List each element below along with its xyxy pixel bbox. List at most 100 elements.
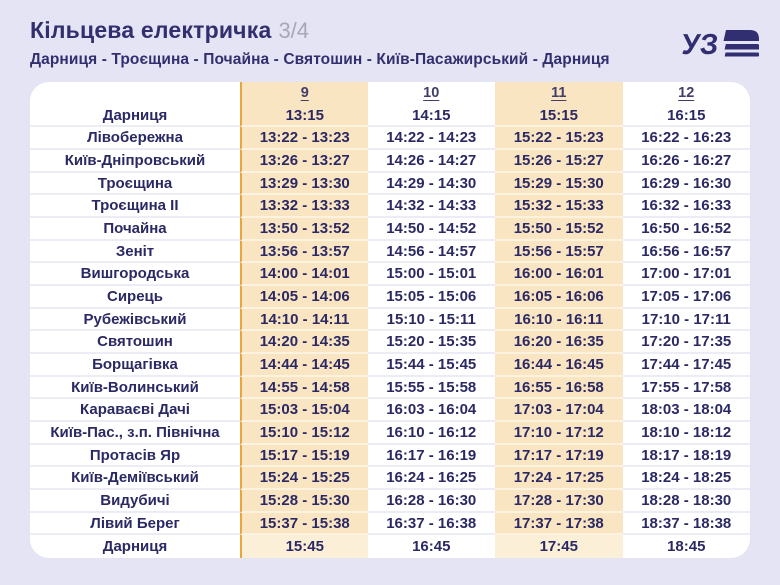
time-cell: 15:29 - 15:30 [495,172,623,196]
time-cell: 16:37 - 16:38 [367,513,495,536]
station-name-cell: Троєщина [30,173,240,196]
trip-number-link[interactable]: 12 [678,85,695,102]
table-row: Троєщина 13:29 - 13:30 14:29 - 14:30 15:29 … [30,172,750,196]
time-cell: 16:29 - 16:30 [622,173,750,196]
station-name-cell: Київ-Дніпровський [30,150,240,173]
time-cell: 14:05 - 14:06 [240,286,368,309]
time-cell: 17:05 - 17:06 [622,286,750,309]
uz-railway-logo-icon: УЗ [680,29,759,60]
time-cell: 13:15 [240,104,368,128]
station-header-cell [30,82,240,105]
page-title: Кільцева електричка [30,17,272,43]
time-cell: 15:10 - 15:11 [367,309,495,332]
station-name-cell: Дарниця [30,105,240,128]
station-name-cell: Лівобережна [30,127,240,151]
svg-text:УЗ: УЗ [680,29,720,60]
trip-number-link[interactable]: 11 [551,85,567,102]
table-row: Почайна 13:50 - 13:52 14:50 - 14:52 15:50 -… [30,218,750,241]
table-row: Борщагівка 14:44 - 14:45 15:44 - 15:45 16:4… [30,354,750,377]
time-cell: 15:00 - 15:01 [367,263,495,287]
time-cell: 14:20 - 14:35 [240,331,368,355]
time-cell: 16:55 - 16:58 [495,376,623,400]
time-cell: 14:50 - 14:52 [367,218,495,241]
station-name-cell: Лівий Берег [30,513,240,536]
table-row: Зеніт 13:56 - 13:57 14:56 - 14:57 15:56 - 1… [30,240,750,264]
time-cell: 13:26 - 13:27 [240,150,368,173]
time-cell: 17:10 - 17:12 [495,422,623,445]
time-cell: 15:50 - 15:52 [495,218,623,241]
time-cell: 16:28 - 16:30 [367,490,495,513]
time-cell: 15:26 - 15:27 [495,150,623,173]
table-row: Київ-Дніпровський 13:26 - 13:27 14:26 - 14… [30,150,750,173]
time-cell: 17:45 [495,535,623,558]
time-cell: 16:24 - 16:25 [367,467,495,491]
station-name-cell: Сирець [30,286,240,309]
trip-number-link[interactable]: 10 [423,85,440,102]
station-name-cell: Київ-Пас., з.п. Північна [30,422,240,445]
station-name-cell: Зеніт [30,241,240,264]
time-cell: 17:55 - 17:58 [622,377,750,400]
table-row: Вишгородська 14:00 - 14:01 15:00 - 15:01 16… [30,263,750,287]
table-row: Сирець 14:05 - 14:06 15:05 - 15:06 16:05 - … [30,286,750,309]
schedule-table: 9 10 11 12 Дарниця 13:15 14:15 15:15 16:15 Лівобе… [30,82,750,558]
time-cell: 16:56 - 16:57 [622,241,750,264]
time-cell: 17:20 - 17:35 [622,331,750,355]
table-row: Лівобережна 13:22 - 13:23 14:22 - 14:23 15:… [30,127,750,151]
time-cell: 16:50 - 16:52 [622,218,750,241]
time-cell: 15:24 - 15:25 [240,467,368,491]
table-row: Видубичі 15:28 - 15:30 16:28 - 16:30 17:28 … [30,490,750,513]
station-name-cell: Видубичі [30,490,240,513]
table-row: Київ-Волинський 14:55 - 14:58 15:55 - 15:5… [30,376,750,400]
time-cell: 15:05 - 15:06 [367,286,495,309]
time-cell: 14:55 - 14:58 [240,376,368,400]
time-cell: 14:00 - 14:01 [240,263,368,287]
time-cell: 18:28 - 18:30 [622,490,750,513]
time-cell: 17:03 - 17:04 [495,399,623,423]
station-name-cell: Дарниця [102,538,168,556]
table-row: Київ-Пас., з.п. Північна 15:10 - 15:12 16:… [30,422,750,445]
table-row: Рубежівський 14:10 - 14:11 15:10 - 15:11 16… [30,308,750,332]
page-header: Кільцева електричка 3/4 Дарниця - Троєщи… [30,17,610,69]
trip-number-header-cell: 12 [623,82,751,105]
time-cell: 13:50 - 13:52 [240,218,368,241]
time-cell: 16:22 - 16:23 [622,127,750,151]
time-cell: 16:15 [622,105,750,128]
time-cell: 13:22 - 13:23 [240,127,368,151]
time-cell: 18:03 - 18:04 [622,399,750,423]
time-cell: 15:45 [240,535,368,558]
time-cell: 16:10 - 16:12 [367,422,495,445]
time-cell: 14:29 - 14:30 [367,173,495,196]
table-row: Караваєві Дачі 15:03 - 15:04 16:03 - 16:04… [30,399,750,423]
time-cell: 16:45 [412,538,451,556]
time-cell: 17:24 - 17:25 [495,467,623,491]
time-cell: 16:10 - 16:11 [495,308,623,332]
table-row: Протасів Яр 15:17 - 15:19 16:17 - 16:19 17:… [30,444,750,468]
time-cell: 16:20 - 16:35 [495,331,623,355]
time-cell: 18:24 - 18:25 [622,467,750,491]
trip-number-link[interactable]: 9 [300,85,309,102]
station-name-cell: Почайна [30,218,240,241]
time-cell: 13:32 - 13:33 [240,195,368,219]
time-cell: 16:05 - 16:06 [495,286,623,309]
station-name-cell: Святошин [30,331,240,355]
table-row: Святошин 14:20 - 14:35 15:20 - 15:35 16:20 … [30,331,750,355]
time-cell: 17:10 - 17:11 [622,309,750,332]
time-cell: 14:32 - 14:33 [367,195,495,219]
station-name-cell: Київ-Деміївський [30,467,240,491]
table-row: Троєщина II 13:32 - 13:33 14:32 - 14:33 15:… [30,195,750,219]
time-cell: 15:17 - 15:19 [240,444,368,468]
time-cell: 15:44 - 15:45 [367,354,495,377]
time-cell: 18:37 - 18:38 [622,513,750,536]
time-cell: 14:10 - 14:11 [240,308,368,332]
time-cell: 15:37 - 15:38 [240,512,368,536]
page-indicator: 3/4 [278,18,310,43]
time-cell: 15:10 - 15:12 [240,422,368,445]
time-cell: 16:00 - 16:01 [495,263,623,287]
table-row: Дарниця 13:15 14:15 15:15 16:15 [30,104,750,128]
time-cell: 17:28 - 17:30 [495,490,623,513]
time-cell: 16:44 - 16:45 [495,354,623,377]
table-row: Київ-Деміївський 15:24 - 15:25 16:24 - 16:… [30,467,750,491]
time-cell: 18:10 - 18:12 [622,422,750,445]
time-cell: 16:26 - 16:27 [622,150,750,173]
